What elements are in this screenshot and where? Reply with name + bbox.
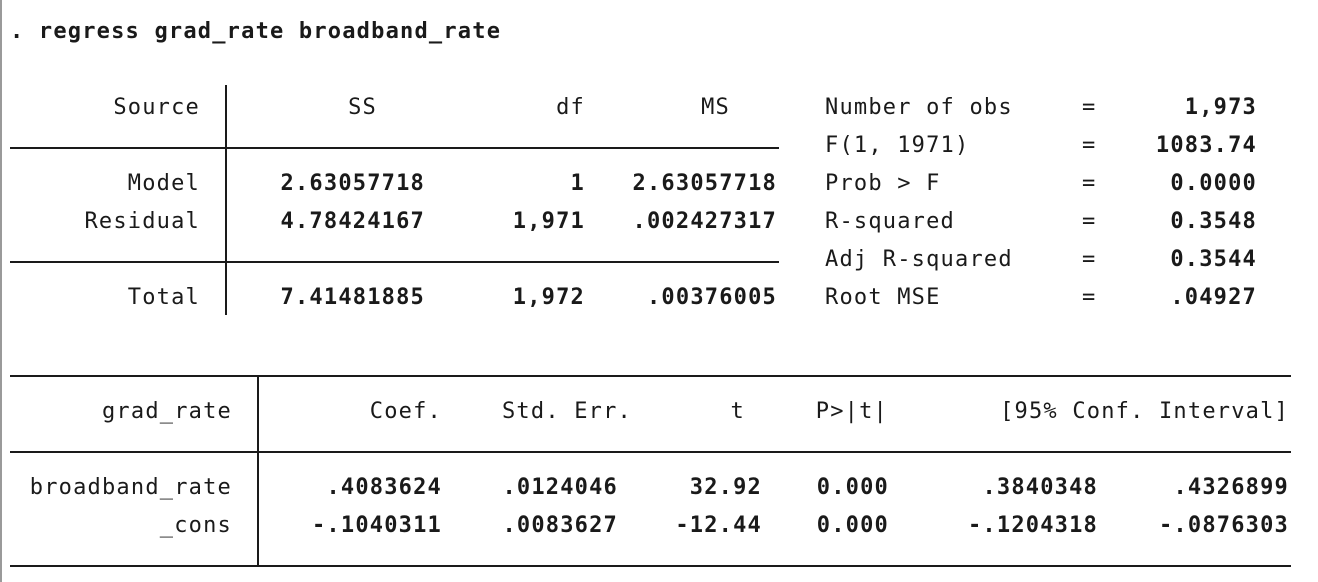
stat-eq-nobs: = [1082,95,1097,120]
coef-separator [257,376,259,566]
anova-rule-mid [10,261,779,263]
stat-label-f: F(1, 1971) [825,133,970,158]
anova-df-model: 1 [570,171,585,196]
coef-rule-mid [10,451,1291,453]
anova-header-ss: SS [348,95,377,120]
coef-p-broadband: 0.000 [816,475,889,500]
stat-value-f: 1083.74 [1155,133,1257,158]
command-line: . regress grad_rate broadband_rate [10,19,502,44]
coef-rule-top [10,375,1291,377]
anova-header-df: df [556,95,585,120]
stat-eq-adjr2: = [1082,247,1097,272]
anova-df-total: 1,972 [512,285,585,310]
stat-value-rmse: .04927 [1170,285,1257,310]
coef-header-var: grad_rate [101,399,232,424]
coef-cilo-cons: -.1204318 [967,513,1098,538]
stat-eq-rmse: = [1082,285,1097,310]
coef-coef-cons: -.1040311 [311,513,442,538]
coef-p-cons: 0.000 [816,513,889,538]
stat-value-r2: 0.3548 [1170,209,1257,234]
coef-t-broadband: 32.92 [689,475,762,500]
anova-ms-model: 2.63057718 [632,171,777,196]
stat-label-adjr2: Adj R-squared [825,247,1013,272]
anova-source-total: Total [127,285,200,310]
coef-var-broadband: broadband_rate [29,475,232,500]
coef-se-cons: .0083627 [502,513,618,538]
anova-header-ms: MS [701,95,730,120]
stat-label-r2: R-squared [825,209,956,234]
stat-label-rmse: Root MSE [825,285,941,310]
anova-ss-model: 2.63057718 [280,171,425,196]
anova-ss-total: 7.41481885 [280,285,425,310]
coef-cihi-cons: -.0876303 [1158,513,1289,538]
stat-eq-probf: = [1082,171,1097,196]
stat-label-nobs: Number of obs [825,95,1013,120]
stat-value-nobs: 1,973 [1184,95,1257,120]
anova-ms-residual: .002427317 [632,209,777,234]
anova-ss-residual: 4.78424167 [280,209,425,234]
stat-eq-r2: = [1082,209,1097,234]
coef-var-cons: _cons [159,513,232,538]
coef-header-coef: Coef. [369,399,442,424]
coef-cilo-broadband: .3840348 [982,475,1098,500]
anova-rule-top [10,147,779,149]
coef-se-broadband: .0124046 [502,475,618,500]
anova-ms-total: .00376005 [646,285,777,310]
coef-t-cons: -12.44 [675,513,762,538]
coef-cihi-broadband: .4326899 [1173,475,1289,500]
coef-header-ci: [95% Conf. Interval] [1000,399,1289,424]
anova-source-residual: Residual [84,209,200,234]
stat-value-adjr2: 0.3544 [1170,247,1257,272]
stat-eq-f: = [1082,133,1097,158]
anova-separator [225,85,227,315]
anova-source-model: Model [127,171,200,196]
coef-rule-bottom [10,565,1291,567]
coef-header-se: Std. Err. [501,399,632,424]
coef-header-t: t [730,399,745,424]
anova-df-residual: 1,971 [512,209,585,234]
stat-label-probf: Prob > F [825,171,941,196]
coef-coef-broadband: .4083624 [326,475,442,500]
anova-header-source: Source [113,95,200,120]
stat-value-probf: 0.0000 [1170,171,1257,196]
coef-header-p: P>|t| [815,399,888,424]
